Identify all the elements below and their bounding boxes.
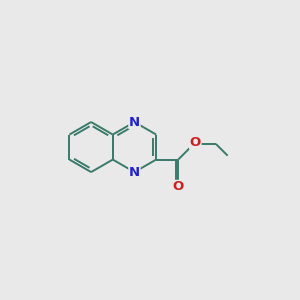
Text: N: N — [129, 116, 140, 128]
Text: O: O — [172, 181, 184, 194]
Text: O: O — [190, 136, 201, 149]
Text: N: N — [129, 166, 140, 178]
